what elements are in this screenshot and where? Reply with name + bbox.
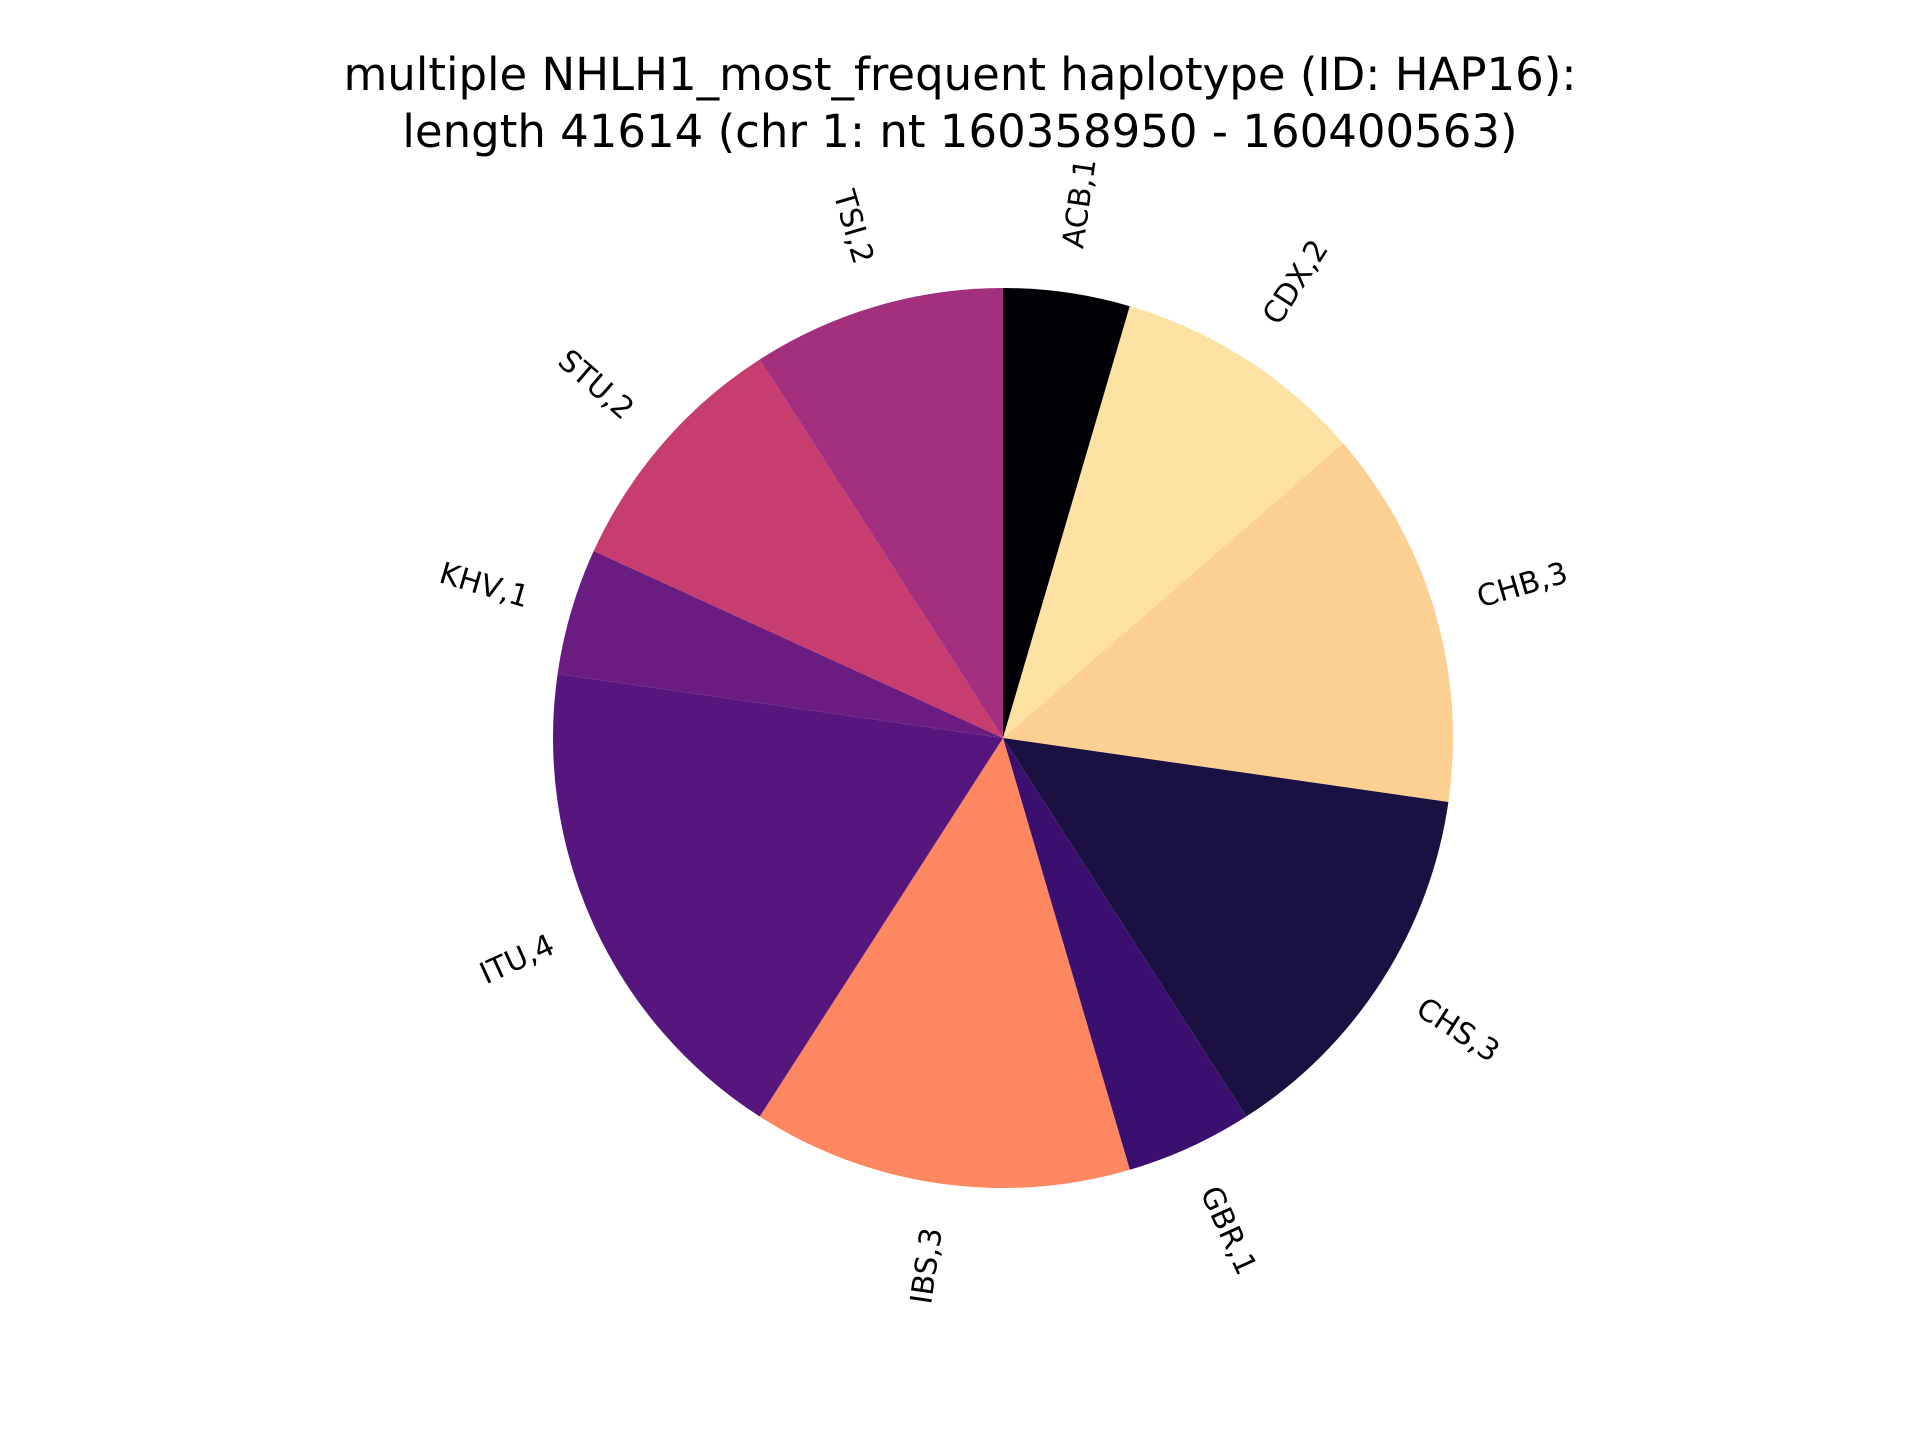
pie-slice-stu [593, 359, 1003, 738]
pie-slices [553, 288, 1454, 1188]
pie-slice-ibs [759, 738, 1130, 1188]
pie-slice-gbr [1003, 738, 1247, 1170]
pie-slice-acb [1003, 288, 1130, 738]
pie-label-gbr: GBR,1 [1193, 1181, 1264, 1280]
pie-label-cdx: CDX,2 [1256, 234, 1336, 331]
pie-label-acb: ACB,1 [1056, 156, 1103, 250]
pie-label-khv: KHV,1 [435, 556, 533, 615]
pie-label-chs: CHS,3 [1410, 991, 1506, 1070]
pie-slice-itu [553, 673, 1003, 1117]
pie-label-stu: STU,2 [551, 343, 640, 427]
pie-label-ibs: IBS,3 [904, 1225, 950, 1306]
pie-slice-chb [1003, 443, 1454, 803]
pie-slice-chs [1003, 738, 1449, 1117]
pie-label-itu: ITU,4 [475, 928, 560, 992]
pie-label-chb: CHB,3 [1473, 556, 1572, 616]
chart-title-line-1: multiple NHLH1_most_frequent haplotype (… [343, 48, 1577, 101]
pie-slice-cdx [1003, 306, 1344, 738]
pie-label-tsi: TSI,2 [825, 185, 880, 268]
chart-title-line-2: length 41614 (chr 1: nt 160358950 - 1604… [402, 105, 1518, 158]
pie-slice-tsi [759, 288, 1003, 738]
pie-slice-khv [557, 551, 1003, 738]
